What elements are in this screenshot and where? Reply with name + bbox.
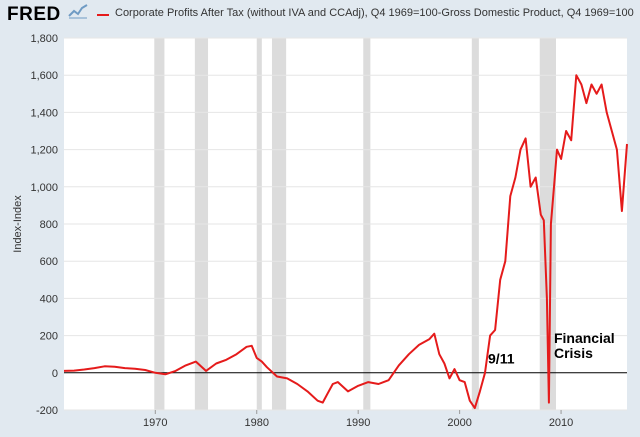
fred-logo[interactable]: FRED (7, 4, 61, 25)
y-tick-label: 800 (40, 219, 58, 231)
y-tick-label: -200 (36, 405, 58, 417)
x-axis-ticks: 1970 1980 1990 2000 2010 (143, 410, 573, 429)
y-tick-label: 400 (40, 293, 58, 305)
line-chart-icon (68, 3, 88, 19)
grid-lines (64, 37, 627, 411)
series-line (63, 74, 628, 410)
x-tick-label: 2010 (549, 417, 573, 429)
y-tick-label: 0 (52, 368, 58, 380)
annotation-2: Crisis (554, 345, 593, 361)
y-tick-label: 600 (40, 256, 58, 268)
annotation-0: 9/11 (488, 351, 515, 367)
y-axis-ticks: -200 0 200 400 600 800 1,000 1,200 1,400 1,600 1,8… (30, 33, 58, 417)
y-tick-label: 200 (40, 331, 58, 343)
legend-label: Corporate Profits After Tax (without IVA… (115, 7, 634, 19)
y-axis-label: Index-Index (12, 195, 24, 253)
chart-header: FRED Corporate Profits After Tax (withou… (0, 0, 640, 30)
x-tick-label: 2000 (447, 417, 471, 429)
annotation-1: Financial (554, 330, 615, 346)
y-tick-label: 1,800 (30, 33, 58, 45)
y-tick-label: 1,600 (30, 70, 58, 82)
x-tick-label: 1970 (143, 417, 167, 429)
x-tick-label: 1980 (244, 417, 268, 429)
x-tick-label: 1990 (346, 417, 370, 429)
y-tick-label: 1,000 (30, 182, 58, 194)
y-tick-label: 1,200 (30, 145, 58, 157)
legend-swatch (97, 14, 109, 16)
y-tick-label: 1,400 (30, 107, 58, 119)
